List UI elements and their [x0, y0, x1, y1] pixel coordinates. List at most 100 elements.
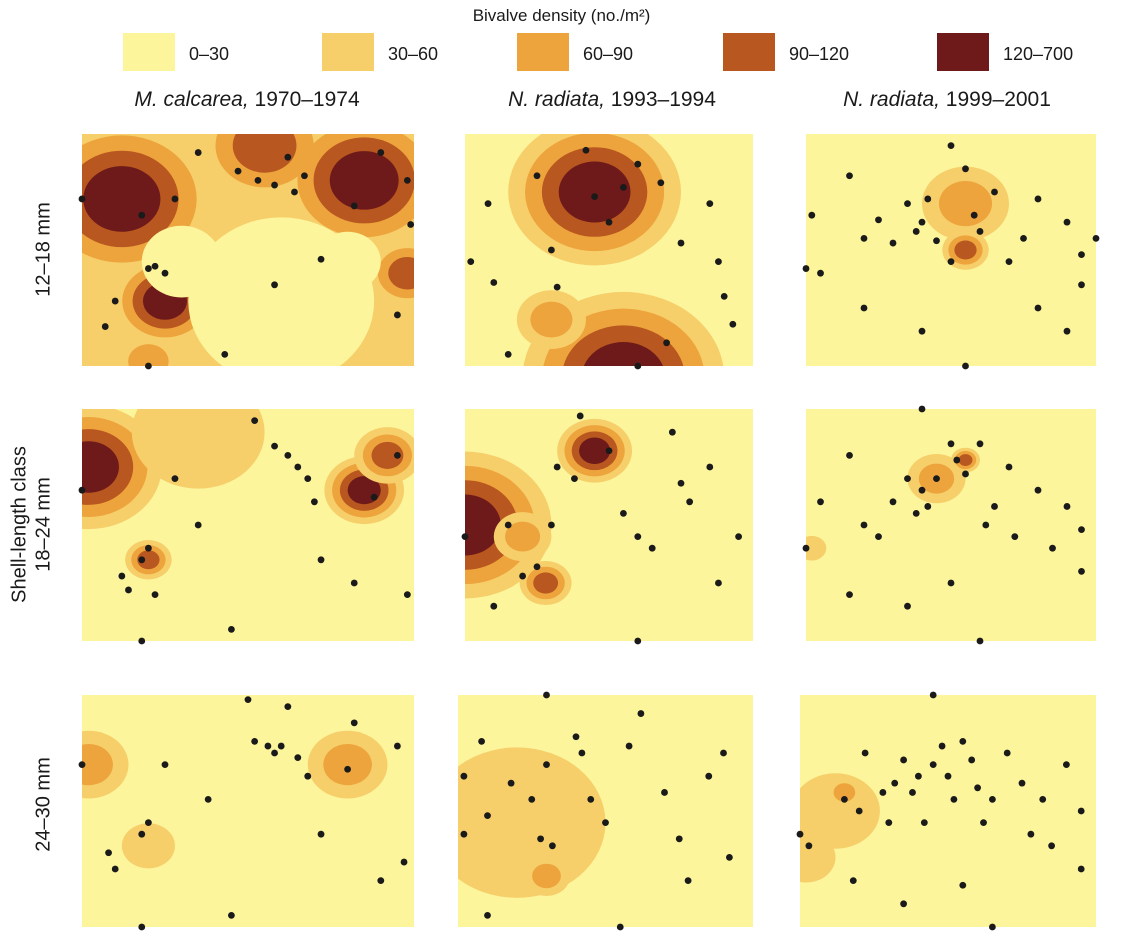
station-point	[959, 738, 967, 745]
station-point	[284, 452, 292, 459]
station-point	[817, 269, 824, 277]
station-point	[920, 819, 928, 826]
station-point	[924, 195, 932, 203]
station-point	[715, 579, 722, 587]
station-point	[637, 710, 645, 717]
station-point	[576, 412, 584, 420]
station-point	[924, 503, 932, 510]
station-point	[605, 447, 613, 455]
panel-r1-c2	[802, 405, 1096, 645]
station-point	[484, 912, 491, 919]
panel-background	[82, 695, 414, 927]
station-point	[344, 765, 351, 773]
density-contour	[323, 743, 372, 786]
station-point	[841, 796, 848, 803]
station-point	[271, 442, 278, 450]
station-point	[918, 218, 926, 226]
station-point	[1063, 761, 1070, 768]
station-point	[686, 498, 694, 506]
station-point	[912, 228, 920, 235]
station-point	[194, 521, 202, 529]
station-point	[861, 749, 869, 757]
station-point	[244, 696, 252, 704]
density-contour	[465, 494, 501, 556]
station-point	[938, 742, 946, 750]
station-point	[145, 362, 152, 370]
column-title-1: N. radiata, 1993–1994	[452, 88, 772, 112]
station-point	[1005, 258, 1013, 265]
station-point	[138, 556, 146, 564]
station-point	[1034, 486, 1042, 494]
station-point	[879, 789, 887, 796]
station-point	[194, 149, 202, 156]
density-contour	[388, 256, 414, 290]
column-species: M. calcarea,	[134, 88, 249, 111]
station-point	[1018, 779, 1026, 787]
station-point	[284, 703, 292, 710]
station-point	[291, 188, 298, 196]
legend-label-3: 90–120	[789, 44, 850, 64]
station-point	[962, 470, 969, 478]
density-contour	[128, 344, 169, 366]
station-point	[684, 877, 692, 884]
station-point	[533, 563, 541, 571]
station-point	[953, 456, 961, 464]
station-point	[900, 900, 907, 908]
station-point	[138, 923, 146, 931]
station-point	[460, 772, 468, 780]
station-point	[729, 320, 737, 328]
station-point	[929, 691, 937, 699]
station-point	[394, 742, 401, 750]
station-point	[543, 761, 550, 768]
station-point	[982, 521, 990, 529]
station-point	[394, 311, 401, 319]
station-point	[111, 297, 119, 305]
station-point	[677, 479, 685, 487]
station-point	[706, 200, 714, 207]
station-point	[904, 475, 911, 482]
station-point	[817, 498, 824, 506]
station-point	[802, 544, 810, 552]
station-point	[394, 452, 401, 459]
station-point	[705, 772, 713, 780]
station-point	[634, 362, 642, 370]
station-point	[228, 912, 235, 919]
station-point	[1034, 304, 1042, 312]
station-point	[161, 269, 169, 277]
panel-r0-c2	[802, 134, 1100, 370]
station-point	[78, 486, 86, 494]
y-axis-title: Shell-length class	[8, 446, 31, 603]
low-density-area	[141, 225, 222, 298]
station-point	[875, 533, 882, 540]
station-point	[145, 544, 152, 552]
row-label-2: 24–30 mm	[32, 757, 55, 852]
density-contour	[938, 181, 993, 227]
station-point	[991, 503, 998, 510]
station-point	[661, 789, 668, 796]
station-point	[959, 881, 967, 889]
legend-swatch-2	[517, 33, 569, 71]
density-contour	[371, 441, 404, 469]
station-point	[918, 327, 926, 335]
station-point	[726, 854, 733, 861]
station-point	[962, 362, 969, 370]
station-point	[605, 218, 613, 226]
column-years: 1993–1994	[604, 88, 716, 111]
station-point	[234, 167, 242, 175]
row-label-1: 18–24 mm	[32, 477, 55, 572]
station-point	[403, 177, 411, 184]
station-point	[403, 591, 411, 598]
station-point	[904, 602, 911, 610]
station-point	[989, 796, 996, 803]
station-point	[304, 475, 312, 482]
station-point	[78, 761, 86, 768]
station-point	[294, 754, 302, 762]
station-point	[860, 235, 868, 242]
station-point	[1048, 842, 1055, 850]
station-point	[657, 179, 665, 187]
row-label-0: 12–18 mm	[32, 202, 55, 297]
station-point	[478, 738, 485, 745]
density-contour	[137, 550, 160, 570]
station-point	[467, 258, 475, 265]
legend-label-4: 120–700	[1003, 44, 1074, 64]
